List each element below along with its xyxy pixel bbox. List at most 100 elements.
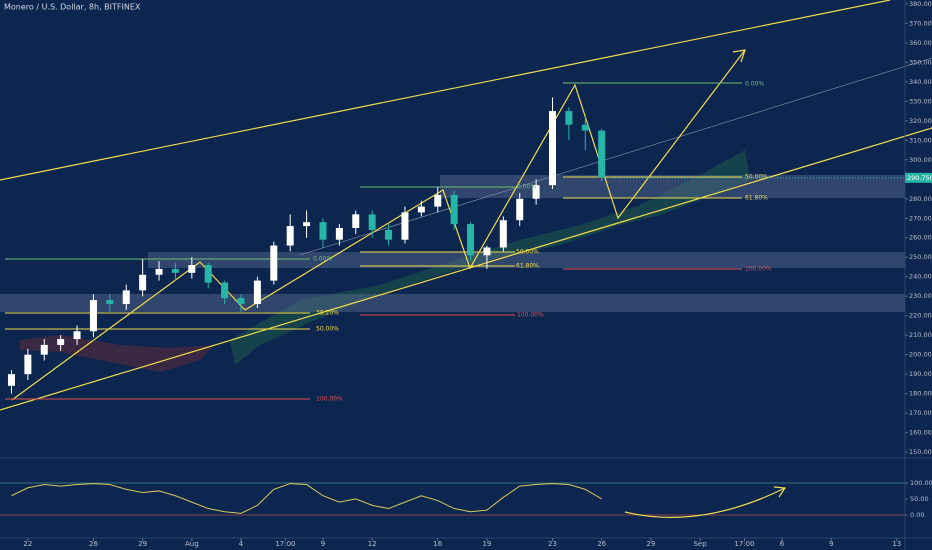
- candle-body: [385, 229, 393, 240]
- candle-body: [139, 274, 147, 291]
- candle-body: [57, 339, 65, 345]
- candle-body: [171, 268, 179, 273]
- fib-label: 50.00%: [745, 174, 768, 181]
- zone: [440, 175, 905, 198]
- x-tick-label: 12: [368, 540, 377, 548]
- osc-line: [11, 483, 602, 514]
- y-tick-label: 150.000: [909, 448, 932, 456]
- y-tick-label: 250.000: [909, 253, 932, 261]
- y-tick-label: 190.000: [909, 370, 932, 378]
- osc-tick-label: 100.00: [910, 479, 932, 487]
- candle-body: [221, 282, 229, 299]
- candle-body: [516, 198, 524, 221]
- candle-body: [434, 194, 442, 207]
- zone: [148, 252, 905, 268]
- y-tick-label: 330.000: [909, 97, 932, 105]
- fib-label: 0.00%: [745, 81, 764, 88]
- candle-body: [401, 212, 409, 240]
- fib-label: 100.00%: [517, 312, 544, 319]
- candle-body: [188, 265, 196, 273]
- y-tick-label: 270.000: [909, 214, 932, 222]
- osc-arrow: [624, 487, 786, 518]
- y-tick-label: 380.000: [909, 0, 932, 8]
- osc-tick-label: 50.00: [910, 495, 929, 503]
- y-tick-label: 260.000: [909, 234, 932, 242]
- last-price-label: 290.750: [907, 174, 932, 182]
- y-tick-label: 320.000: [909, 117, 932, 125]
- x-tick-label: 9: [829, 540, 833, 548]
- fib-label: 61.80%: [516, 263, 539, 270]
- fib-label: 50.00%: [516, 249, 539, 256]
- x-tick-label: Sep: [693, 540, 707, 548]
- candle-body: [270, 245, 278, 281]
- arrow-head: [773, 486, 787, 498]
- chart-title: Monero / U.S. Dollar, 8h, BITFINEX: [4, 3, 141, 12]
- x-tick-label: 17:00: [734, 540, 754, 548]
- fib-label: 38.20%: [316, 310, 339, 317]
- candle-body: [73, 331, 81, 340]
- channel-top: [0, 0, 891, 181]
- x-tick-label: 13: [892, 540, 901, 548]
- x-tick-label: 17:00: [275, 540, 295, 548]
- candle-body: [253, 280, 261, 304]
- x-tick-label: 9: [321, 540, 325, 548]
- y-tick-label: 230.000: [909, 292, 932, 300]
- y-tick-label: 340.000: [909, 78, 932, 86]
- y-tick-label: 160.000: [909, 429, 932, 437]
- candle-body: [352, 214, 360, 228]
- osc-tick-label: 0.00: [910, 511, 924, 519]
- candle-body: [89, 300, 97, 332]
- candle-body: [155, 268, 163, 275]
- y-tick-label: 310.000: [909, 136, 932, 144]
- candle-body: [286, 226, 294, 246]
- candle-body: [483, 247, 491, 256]
- zone: [0, 294, 905, 312]
- candle-body: [204, 265, 212, 283]
- candle-body: [581, 124, 589, 131]
- candle-body: [122, 290, 130, 304]
- fib-label: 0.00%: [517, 184, 536, 191]
- last-price-box: [905, 172, 932, 183]
- candle-body: [7, 374, 15, 386]
- y-tick-label: 180.000: [909, 390, 932, 398]
- y-tick-label: 300.000: [909, 156, 932, 164]
- x-tick-label: 26: [89, 540, 98, 548]
- fib-label: 100.00%: [745, 266, 772, 273]
- candle-body: [106, 300, 114, 304]
- cloud-red: [20, 335, 215, 372]
- candle-body: [24, 354, 32, 375]
- fib-label: 0.00%: [313, 256, 332, 263]
- y-tick-label: 210.000: [909, 331, 932, 339]
- y-tick-label: 280.000: [909, 195, 932, 203]
- x-tick-label: 16: [433, 540, 442, 548]
- x-tick-label: 23: [548, 540, 557, 548]
- x-tick-label: 29: [138, 540, 147, 548]
- candle-body: [467, 224, 475, 256]
- fib-label: 100.00%: [316, 396, 343, 403]
- cloud-green: [230, 150, 750, 365]
- candle-body: [40, 344, 48, 355]
- x-tick-label: Aug: [185, 540, 199, 548]
- candle-body: [335, 228, 343, 240]
- candle-body: [319, 222, 327, 240]
- candle-body: [499, 220, 507, 248]
- x-tick-label: 26: [597, 540, 606, 548]
- fib-label: 61.80%: [745, 195, 768, 202]
- y-tick-label: 360.000: [909, 39, 932, 47]
- candle-body: [237, 298, 245, 304]
- candle-body: [303, 222, 311, 227]
- x-tick-label: 6: [780, 540, 785, 548]
- y-tick-label: 170.000: [909, 409, 932, 417]
- arrow-head: [732, 49, 746, 63]
- y-tick-label: 350.000: [909, 58, 932, 66]
- y-tick-label: 220.000: [909, 312, 932, 320]
- x-tick-label: 19: [482, 540, 491, 548]
- candle-body: [565, 111, 573, 125]
- y-tick-label: 240.000: [909, 273, 932, 281]
- candle-body: [532, 185, 540, 199]
- candle-body: [417, 206, 425, 213]
- y-tick-label: 370.000: [909, 19, 932, 27]
- x-tick-label: 22: [23, 540, 32, 548]
- y-tick-label: 200.000: [909, 351, 932, 359]
